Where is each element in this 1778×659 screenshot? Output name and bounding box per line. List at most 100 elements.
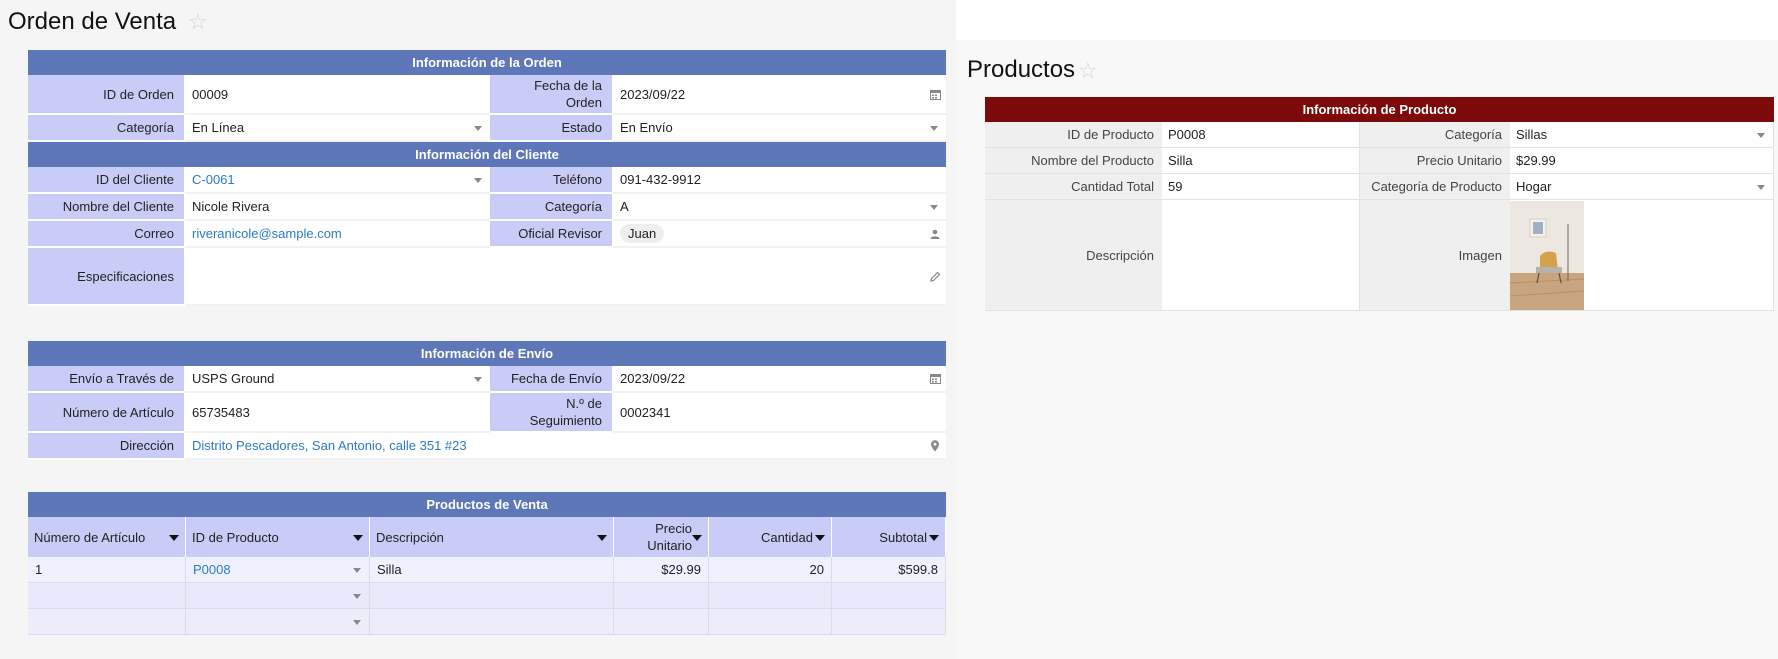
table-cell[interactable] <box>832 583 946 609</box>
column-header[interactable]: Cantidad <box>709 517 832 557</box>
table-cell[interactable] <box>614 583 709 609</box>
table-cell[interactable]: P0008 <box>186 557 370 583</box>
address-label: Dirección <box>28 433 185 460</box>
email-label: Correo <box>28 221 185 248</box>
table-cell[interactable] <box>370 583 614 609</box>
email-link[interactable]: riveranicole@sample.com <box>192 226 342 241</box>
sort-dropdown-icon[interactable] <box>353 535 363 541</box>
tracking-label: N.º de Seguimiento <box>490 393 613 433</box>
table-cell[interactable]: 1 <box>28 557 186 583</box>
order-id-field[interactable]: 00009 <box>185 75 490 115</box>
specs-field[interactable] <box>185 248 946 306</box>
chevron-down-icon[interactable] <box>353 567 361 573</box>
chevron-down-icon[interactable] <box>930 204 938 210</box>
sales-products-table: Número de Artículo ID de Producto Descri… <box>28 517 946 557</box>
description-label: Descripción <box>985 200 1162 311</box>
product-type-select[interactable]: Hogar <box>1510 174 1774 200</box>
table-cell[interactable] <box>709 583 832 609</box>
sort-dropdown-icon[interactable] <box>692 535 702 541</box>
chevron-down-icon[interactable] <box>474 177 482 183</box>
chevron-down-icon[interactable] <box>1757 132 1765 138</box>
chevron-down-icon[interactable] <box>1757 184 1765 190</box>
calendar-icon[interactable] <box>928 87 942 101</box>
order-date-field[interactable]: 2023/09/22 <box>613 75 946 115</box>
chevron-down-icon[interactable] <box>353 593 361 599</box>
tracking-value: 0002341 <box>620 404 671 420</box>
client-name-label: Nombre del Cliente <box>28 194 185 221</box>
chevron-down-icon[interactable] <box>353 619 361 625</box>
product-image[interactable] <box>1510 201 1584 310</box>
image-field[interactable] <box>1510 200 1774 311</box>
sales-products-header: Productos de Venta <box>28 492 946 517</box>
pencil-icon[interactable] <box>928 269 942 283</box>
column-header[interactable]: Descripción <box>370 517 614 557</box>
table-cell[interactable] <box>186 583 370 609</box>
item-number-field[interactable]: 65735483 <box>185 393 490 433</box>
table-row[interactable] <box>28 583 946 609</box>
order-status-select[interactable]: En Envío <box>613 115 946 142</box>
column-header[interactable]: Número de Artículo <box>28 517 186 557</box>
sort-dropdown-icon[interactable] <box>169 535 179 541</box>
client-name-field[interactable]: Nicole Rivera <box>185 194 490 221</box>
sort-dropdown-icon[interactable] <box>929 535 939 541</box>
phone-field[interactable]: 091-432-9912 <box>613 167 946 194</box>
client-category-label: Categoría <box>490 194 613 221</box>
user-icon[interactable] <box>928 227 942 241</box>
shipping-info-section: Información de Envío Envío a Través de U… <box>28 341 946 460</box>
table-cell[interactable] <box>832 609 946 635</box>
reviewer-field[interactable]: Juan <box>613 221 946 248</box>
ship-date-label: Fecha de Envío <box>490 366 613 393</box>
table-row[interactable]: 1 P0008 Silla $29.99 20 $599.8 <box>28 557 946 583</box>
description-field[interactable] <box>1162 200 1360 311</box>
chevron-down-icon[interactable] <box>474 376 482 382</box>
sort-dropdown-icon[interactable] <box>815 535 825 541</box>
column-header[interactable]: Precio Unitario <box>614 517 709 557</box>
client-id-link[interactable]: C-0061 <box>192 172 235 187</box>
address-link[interactable]: Distrito Pescadores, San Antonio, calle … <box>192 438 467 453</box>
email-field[interactable]: riveranicole@sample.com <box>185 221 490 248</box>
client-category-select[interactable]: A <box>613 194 946 221</box>
product-category-select[interactable]: Sillas <box>1510 122 1774 148</box>
unit-price-field[interactable]: $29.99 <box>1510 148 1774 174</box>
product-id-link[interactable]: P0008 <box>193 562 231 577</box>
chevron-down-icon[interactable] <box>930 125 938 131</box>
table-cell[interactable] <box>28 583 186 609</box>
favorite-star-icon[interactable]: ☆ <box>1078 58 1098 83</box>
shipping-info-header: Información de Envío <box>28 341 946 366</box>
map-pin-icon[interactable] <box>928 439 942 453</box>
ship-date-field[interactable]: 2023/09/22 <box>613 366 946 393</box>
tracking-field[interactable]: 0002341 <box>613 393 946 433</box>
order-category-value: En Línea <box>192 120 245 135</box>
ship-via-value: USPS Ground <box>192 371 275 386</box>
order-category-select[interactable]: En Línea <box>185 115 490 142</box>
table-cell[interactable] <box>28 609 186 635</box>
total-quantity-field[interactable]: 59 <box>1162 174 1360 200</box>
table-cell[interactable]: 20 <box>709 557 832 583</box>
product-id-field[interactable]: P0008 <box>1162 122 1360 148</box>
ship-via-select[interactable]: USPS Ground <box>185 366 490 393</box>
table-cell[interactable]: $29.99 <box>614 557 709 583</box>
column-header-label: Descripción <box>376 529 444 545</box>
table-cell[interactable] <box>614 609 709 635</box>
product-category-label: Categoría <box>1360 122 1510 148</box>
favorite-star-icon[interactable]: ☆ <box>188 9 208 34</box>
column-header[interactable]: ID de Producto <box>186 517 370 557</box>
unit-price-value: $29.99 <box>1516 153 1556 168</box>
product-name-field[interactable]: Silla <box>1162 148 1360 174</box>
table-cell[interactable]: $599.8 <box>832 557 946 583</box>
calendar-icon[interactable] <box>928 372 942 386</box>
client-id-select[interactable]: C-0061 <box>185 167 490 194</box>
table-cell[interactable] <box>370 609 614 635</box>
address-field[interactable]: Distrito Pescadores, San Antonio, calle … <box>185 433 946 460</box>
table-cell[interactable] <box>186 609 370 635</box>
column-header[interactable]: Subtotal <box>832 517 946 557</box>
table-cell[interactable]: Silla <box>370 557 614 583</box>
reviewer-chip[interactable]: Juan <box>620 224 665 243</box>
table-cell[interactable] <box>709 609 832 635</box>
order-status-label: Estado <box>490 115 613 142</box>
table-row[interactable] <box>28 609 946 635</box>
sort-dropdown-icon[interactable] <box>597 535 607 541</box>
ship-via-label: Envío a Través de <box>28 366 185 393</box>
client-info-header: Información del Cliente <box>28 142 946 167</box>
chevron-down-icon[interactable] <box>474 125 482 131</box>
